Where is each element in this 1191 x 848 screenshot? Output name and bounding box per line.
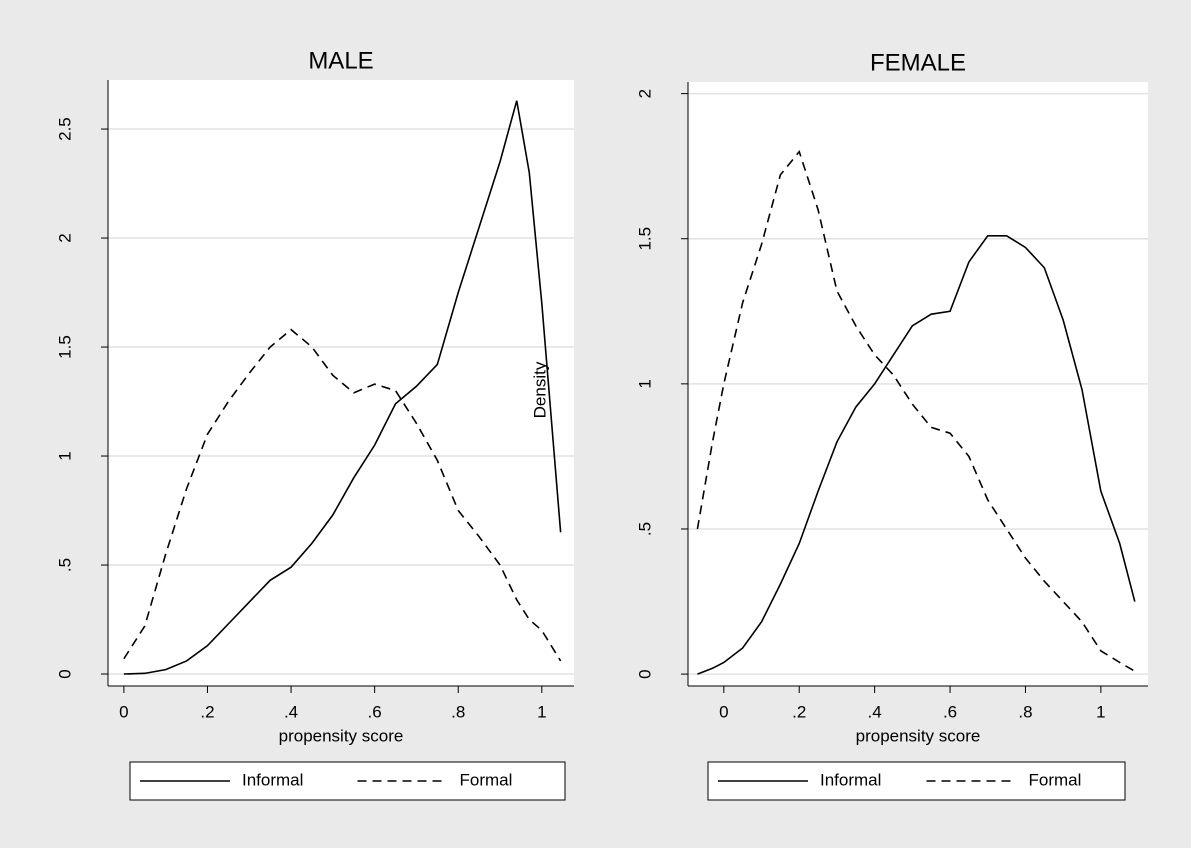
x-tick-label: .8: [451, 702, 465, 721]
y-tick-label: 2: [635, 89, 654, 98]
x-tick-label: .2: [200, 702, 214, 721]
series-line: [123, 328, 562, 662]
x-tick-label: .2: [792, 702, 806, 721]
annotation: Density: [530, 361, 549, 418]
x-tick-label: .6: [943, 702, 957, 721]
chart-title: MALE: [308, 47, 373, 74]
x-tick-label: 0: [119, 702, 128, 721]
x-tick-label: 1: [1096, 702, 1105, 721]
x-tick-label: .8: [1018, 702, 1032, 721]
y-tick-label: .5: [55, 558, 74, 572]
y-tick-label: 1: [635, 379, 654, 388]
y-tick-label: 1.5: [55, 335, 74, 359]
y-tick-label: 2: [55, 233, 74, 242]
y-tick-label: 0: [55, 669, 74, 678]
chart-title: FEMALE: [870, 49, 966, 76]
y-tick-label: 1: [55, 451, 74, 460]
series-line: [123, 100, 562, 675]
legend-label: Formal: [460, 770, 513, 789]
x-axis-label: propensity score: [279, 726, 404, 745]
x-tick-label: 1: [537, 702, 546, 721]
x-tick-label: 0: [719, 702, 728, 721]
series-line: [697, 235, 1136, 675]
series-line: [696, 150, 1136, 672]
plot-area: [108, 80, 574, 686]
x-tick-label: .6: [368, 702, 382, 721]
y-tick-label: 0: [635, 669, 654, 678]
legend-label: Informal: [242, 770, 303, 789]
x-tick-label: .4: [284, 702, 298, 721]
y-tick-label: 2.5: [55, 117, 74, 141]
y-tick-label: .5: [635, 522, 654, 536]
x-axis-label: propensity score: [856, 726, 981, 745]
legend-label: Informal: [820, 770, 881, 789]
y-tick-label: 1.5: [635, 227, 654, 251]
x-tick-label: .4: [868, 702, 882, 721]
legend-label: Formal: [1029, 770, 1082, 789]
